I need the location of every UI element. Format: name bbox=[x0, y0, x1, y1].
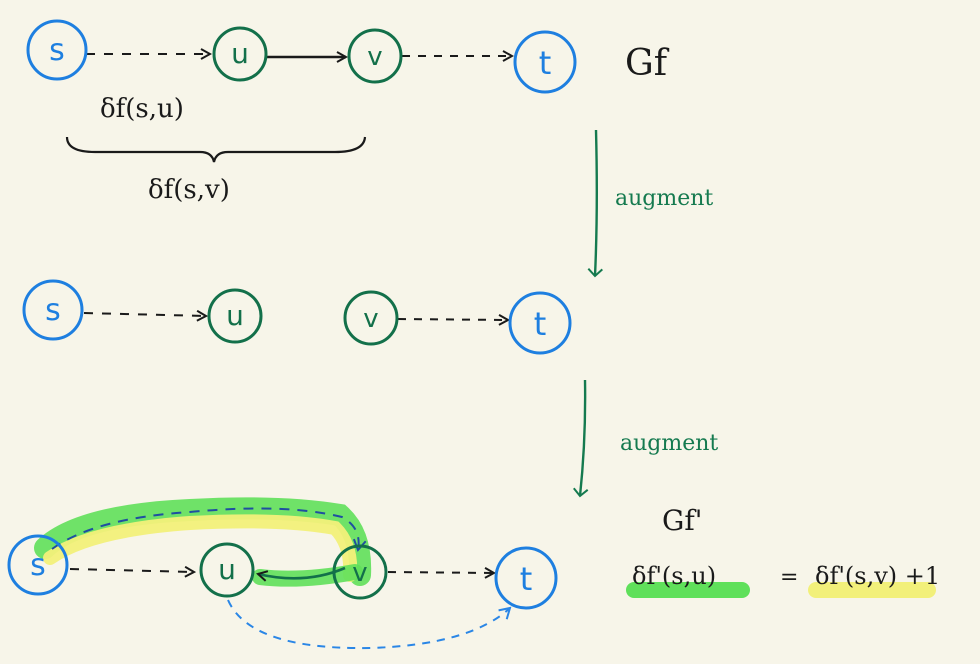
augment-arrow-1: augment bbox=[587, 129, 713, 278]
highlight-left bbox=[626, 582, 750, 598]
equation-right: δf'(s,v) +1 bbox=[815, 562, 940, 590]
equation-equals: = bbox=[780, 565, 798, 590]
node-s-3-label: s bbox=[30, 548, 46, 583]
highlight-path-s-v-yellow bbox=[43, 514, 358, 582]
distance-s-v-label: δf(s,v) bbox=[148, 175, 230, 205]
node-s: s bbox=[26, 19, 88, 81]
node-u-3-label: u bbox=[218, 553, 236, 586]
node-v-3-label: v bbox=[352, 558, 367, 588]
node-u-label: u bbox=[231, 37, 249, 70]
equation-left: δf'(s,u) bbox=[632, 562, 716, 590]
node-t: t bbox=[513, 30, 577, 94]
edge-v-u-reverse bbox=[258, 566, 346, 578]
graph-gf-title: Gf bbox=[625, 43, 670, 84]
node-v: v bbox=[347, 28, 403, 84]
node-v-3: v bbox=[332, 544, 388, 600]
augment-arrow-2: augment bbox=[573, 379, 718, 498]
node-s-2: s bbox=[22, 279, 84, 341]
node-v-2-label: v bbox=[363, 304, 378, 334]
node-t-3-label: t bbox=[520, 560, 533, 598]
node-v-label: v bbox=[367, 42, 382, 72]
edge-v-t-dashed-3 bbox=[387, 572, 494, 573]
shortest-path-s-v-dashed bbox=[51, 507, 367, 552]
edge-u-t-dashed-blue bbox=[227, 599, 512, 650]
node-u: u bbox=[212, 26, 268, 82]
node-t-label: t bbox=[539, 44, 552, 82]
node-v-2: v bbox=[343, 290, 399, 346]
brace bbox=[65, 136, 367, 163]
graph-gf-prime-title: Gf' bbox=[662, 504, 702, 537]
graph-gf-prime: s u v t Gf' δf'(s,u) = δf'(s,v) +1 bbox=[7, 497, 940, 650]
highlight-right bbox=[808, 582, 936, 598]
node-s-label: s bbox=[49, 33, 65, 68]
node-s-2-label: s bbox=[45, 293, 61, 328]
distance-s-u-label: δf(s,u) bbox=[100, 94, 184, 124]
node-t-3: t bbox=[494, 546, 558, 610]
edge-s-u-dashed-2 bbox=[83, 313, 206, 316]
augment-label-1: augment bbox=[615, 186, 713, 211]
node-s-3: s bbox=[7, 534, 69, 596]
edge-s-u-dashed-3 bbox=[69, 569, 194, 572]
graph-intermediate: s u v t bbox=[22, 279, 572, 355]
graph-gf: s u v t Gf δf(s,u) δf(s,v) bbox=[26, 19, 670, 205]
edge-v-t-dashed-2 bbox=[397, 319, 508, 320]
node-t-2: t bbox=[508, 291, 572, 355]
augment-label-2: augment bbox=[620, 431, 718, 456]
node-u-2-label: u bbox=[226, 299, 244, 332]
node-t-2-label: t bbox=[534, 305, 547, 343]
node-u-2: u bbox=[207, 288, 263, 344]
node-u-3: u bbox=[199, 542, 255, 598]
